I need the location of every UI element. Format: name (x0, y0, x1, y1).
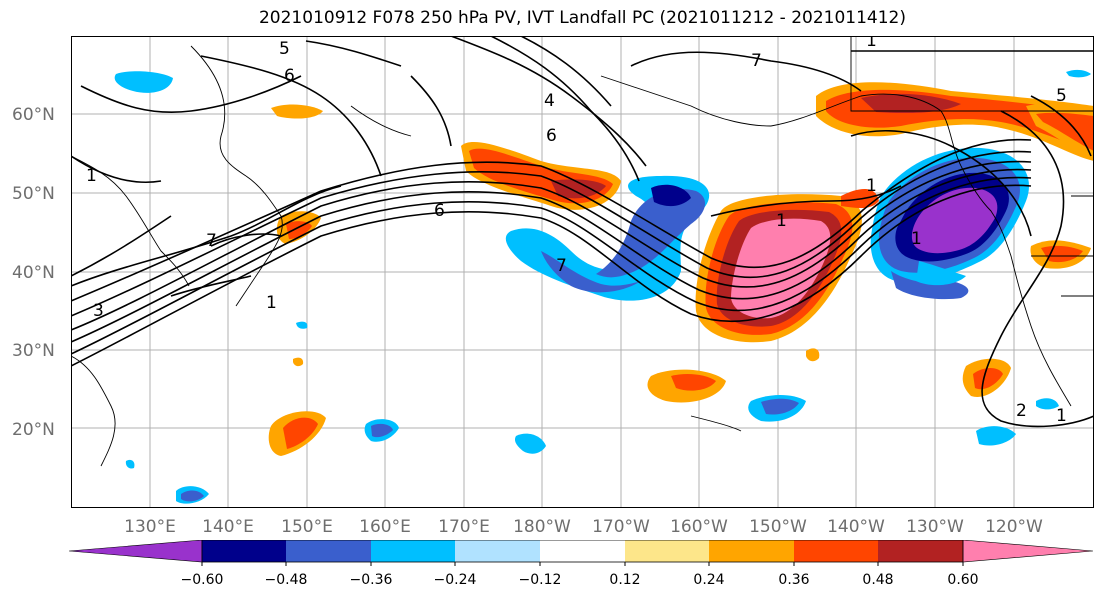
colorbar-tick-label: 0.24 (693, 572, 724, 588)
map-panel: 5 6 7 4 6 6 1 1 7 1 5 7 1 3 1 1 2 1 (71, 36, 1094, 508)
contour-label: 1 (1056, 406, 1067, 426)
axis-labels: 60°N 50°N 40°N 30°N 20°N 130°E 140°E 150… (12, 105, 1043, 537)
colorbar: −0.60 −0.48 −0.36 −0.24 −0.12 0.12 0.24 … (69, 540, 1094, 588)
colorbar-segment (371, 540, 455, 562)
lon-label: 160°E (359, 517, 411, 537)
contour-label: 1 (911, 229, 922, 249)
colorbar-tick-label: 0.36 (778, 572, 809, 588)
contour-label: 7 (206, 231, 217, 251)
colorbar-segment (540, 540, 625, 562)
lon-label: 140°W (827, 517, 885, 537)
colorbar-segment (878, 540, 963, 562)
lat-label: 40°N (12, 263, 55, 283)
colorbar-tick-label: −0.60 (181, 572, 224, 588)
colorbar-segment (709, 540, 794, 562)
lon-label: 120°W (985, 517, 1043, 537)
lon-label: 140°E (202, 517, 254, 537)
colorbar-segment (202, 540, 286, 562)
colorbar-tick-label: −0.48 (265, 572, 308, 588)
colorbar-tick-label: 0.12 (609, 572, 640, 588)
contour-label: 6 (546, 126, 557, 146)
contour-label: 2 (1016, 401, 1027, 421)
contour-labels: 5 6 7 4 6 6 1 1 7 1 5 7 1 3 1 1 2 1 (86, 36, 1067, 426)
colorbar-tick-label: −0.12 (519, 572, 562, 588)
contour-label: 1 (776, 211, 787, 231)
colorbar-tick-label: −0.36 (350, 572, 393, 588)
colorbar-segment (625, 540, 709, 562)
colorbar-tick-label: 0.60 (947, 572, 978, 588)
colorbar-segment (286, 540, 371, 562)
pv-anomaly-fills (114, 69, 1094, 504)
lon-label: 130°E (124, 517, 176, 537)
lon-label: 160°W (670, 517, 728, 537)
ivt-contours (71, 36, 1094, 428)
contour-label: 1 (266, 293, 277, 313)
contour-label: 7 (751, 51, 762, 71)
colorbar-tick-label: 0.48 (862, 572, 893, 588)
lon-label: 170°E (438, 517, 490, 537)
contour-label: 6 (434, 201, 445, 221)
lon-label: 170°W (592, 517, 650, 537)
contour-label: 1 (866, 176, 877, 196)
lat-label: 20°N (12, 420, 55, 440)
colorbar-segments (69, 540, 1094, 563)
contour-label: 3 (93, 301, 104, 321)
contour-label: 5 (279, 39, 290, 59)
lon-label: 130°W (906, 517, 964, 537)
colorbar-segment (69, 540, 203, 563)
lat-label: 60°N (12, 105, 55, 125)
contour-label: 5 (1056, 86, 1067, 106)
contour-label: 1 (86, 166, 97, 186)
contour-label: 4 (544, 91, 555, 111)
lat-label: 50°N (12, 184, 55, 204)
colorbar-segment (794, 540, 878, 562)
contour-label: 6 (284, 66, 295, 86)
contour-label: 1 (866, 36, 877, 51)
colorbar-tick-label: −0.24 (434, 572, 477, 588)
colorbar-segment (962, 540, 1094, 563)
contour-label: 7 (556, 256, 567, 276)
lon-label: 180°W (513, 517, 571, 537)
lat-label: 30°N (12, 341, 55, 361)
coastlines (71, 36, 1094, 467)
lon-label: 150°W (749, 517, 807, 537)
map-title: 2021010912 F078 250 hPa PV, IVT Landfall… (258, 8, 906, 28)
lon-label: 150°E (281, 517, 333, 537)
colorbar-segment (455, 540, 540, 562)
